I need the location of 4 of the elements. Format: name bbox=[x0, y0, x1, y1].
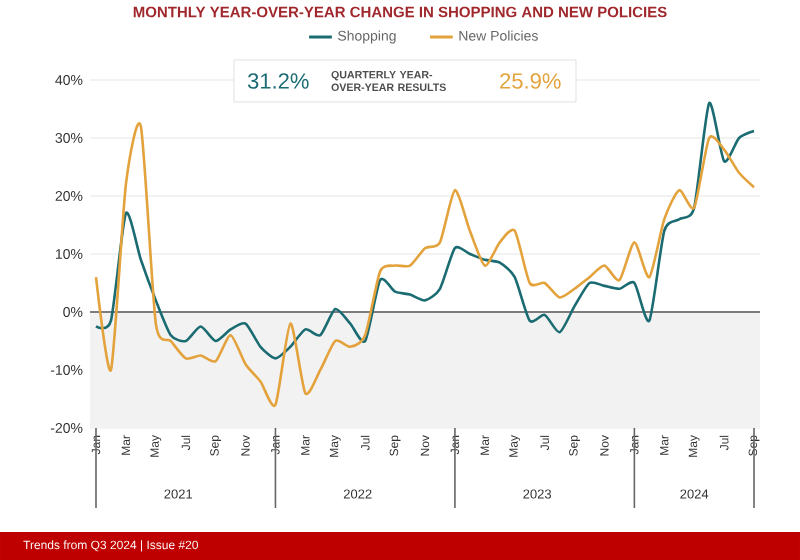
line-series bbox=[94, 101, 756, 360]
line-series bbox=[94, 123, 756, 407]
annotation: 31.2% bbox=[247, 73, 309, 89]
annotation: 25.9% bbox=[500, 73, 561, 89]
